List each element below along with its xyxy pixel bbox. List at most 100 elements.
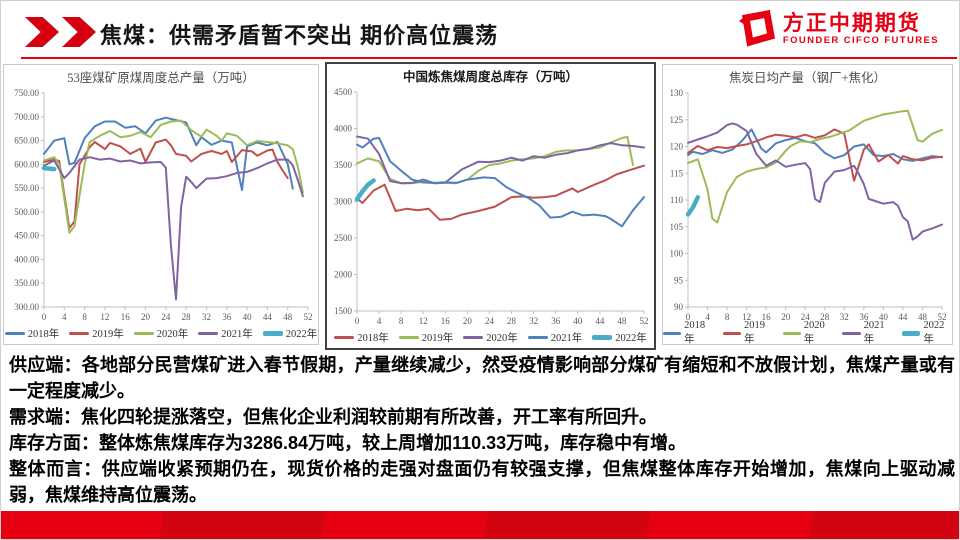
- series-line-2019年: [356, 135, 634, 185]
- series-line-2022年: [354, 178, 376, 202]
- page-title: 焦煤：供需矛盾暂不突出 期价高位震荡: [100, 23, 499, 48]
- x-tick-label: 8: [399, 316, 404, 326]
- x-tick-label: 48: [283, 312, 293, 322]
- founder-logo-icon: [738, 9, 775, 47]
- x-tick-label: 32: [202, 312, 211, 322]
- series-line-2021年: [356, 137, 645, 228]
- y-tick-label: 115: [670, 168, 684, 178]
- legend-label: 2020年: [486, 332, 518, 344]
- x-tick-label: 36: [222, 312, 232, 322]
- x-tick-label: 16: [762, 312, 772, 322]
- y-tick-label: 2500: [334, 233, 353, 243]
- x-tick-label: 12: [742, 312, 751, 322]
- legend-swatch-2021年: [527, 335, 548, 339]
- legend-label: 2019年: [421, 332, 454, 344]
- chart-panel-raw-coal-weekly-production: 53座煤矿原煤周度总产量（万吨） 750.00 700.00 650.00 600.00…: [3, 64, 319, 345]
- x-tick-label: 36: [551, 316, 561, 326]
- y-tick-label: 2000: [334, 270, 353, 280]
- y-tick-label: 750.00: [14, 88, 39, 98]
- legend-item: 2018年: [4, 326, 59, 341]
- x-tick-label: 8: [725, 312, 730, 322]
- header-divider: [21, 57, 957, 59]
- header: 焦煤：供需矛盾暂不突出 期价高位震荡 方正中期期货 FOUNDER CIFCO …: [1, 1, 959, 59]
- chart-panel-coke-daily-output: 焦炭日均产量（钢厂+焦化） 130 125 120 115 110 105 100 95 90 0 4…: [662, 64, 953, 345]
- legend-swatch-2019年: [398, 335, 419, 339]
- x-tick-label: 12: [100, 312, 109, 322]
- x-tick-label: 52: [640, 316, 649, 326]
- legend-swatch-2020年: [782, 331, 801, 335]
- legend-item: 2021年: [842, 320, 892, 346]
- x-tick-label: 4: [377, 316, 382, 326]
- y-tick-label: 125: [670, 115, 684, 125]
- y-tick-label: 550.00: [14, 183, 39, 193]
- chart-legend: 2018年 2019年 2020年 2021年 2022年: [327, 328, 654, 346]
- x-tick-label: 16: [121, 312, 131, 322]
- legend-swatch-2019年: [69, 331, 90, 335]
- chart-legend: 2018年 2019年 2020年 2021年 2022年: [4, 324, 318, 342]
- company-logo: 方正中期期货 FOUNDER CIFCO FUTURES: [735, 9, 939, 49]
- y-tick-label: 350.00: [14, 278, 39, 288]
- y-tick-label: 400.00: [14, 254, 39, 264]
- y-tick-label: 4500: [334, 87, 353, 97]
- paragraph-inventory: 库存方面：整体炼焦煤库存为3286.84万吨，较上周增加110.33万吨，库存稳…: [9, 433, 687, 454]
- x-tick-label: 52: [938, 312, 947, 322]
- chart-plot-area: 750.00 700.00 650.00 600.00 550.00 500.00 450.…: [14, 88, 313, 322]
- legend-item: 2021年: [198, 326, 253, 341]
- x-tick-label: 0: [686, 312, 691, 322]
- legend-swatch-2022年: [262, 330, 283, 336]
- analysis-text: 供应端：各地部分民营煤矿进入春节假期，产量继续减少，然受疫情影响部分煤矿有缩短和…: [9, 352, 955, 509]
- legend-item: 2022年: [262, 326, 318, 341]
- series-line-2022年: [685, 195, 701, 217]
- series-line-2020年: [687, 109, 943, 224]
- chart-panel-coking-coal-total-inventory: 中国炼焦煤周度总库存（万吨） 4500 4000 3500 3000 2500 2000 15…: [325, 62, 656, 350]
- legend-item: 2021年: [527, 330, 582, 345]
- y-tick-label: 90: [674, 302, 684, 312]
- legend-swatch-2020年: [463, 335, 484, 339]
- y-tick-label: 1500: [334, 306, 353, 316]
- chart-title: 53座煤矿原煤周度总产量（万吨）: [67, 71, 255, 85]
- y-tick-label: 3500: [334, 160, 353, 170]
- series-line-2020年: [356, 135, 645, 185]
- legend-swatch-2018年: [4, 331, 25, 335]
- series-line-2019年: [687, 128, 943, 182]
- x-tick-label: 24: [485, 316, 495, 326]
- legend-swatch-2021年: [198, 331, 219, 335]
- series-line-2018年: [356, 164, 645, 221]
- legend-label: 2022年: [615, 332, 647, 344]
- chevron-icon: [62, 17, 96, 47]
- x-tick-label: 32: [840, 312, 849, 322]
- x-tick-label: 36: [859, 312, 869, 322]
- x-tick-label: 44: [595, 316, 605, 326]
- y-tick-label: 130: [670, 88, 684, 98]
- series-line-2022年: [41, 165, 57, 172]
- legend-swatch-2022年: [592, 334, 613, 340]
- y-tick-label: 3000: [334, 197, 353, 207]
- legend-item: 2019年: [722, 320, 773, 346]
- x-tick-label: 52: [304, 312, 313, 322]
- legend-label: 2022年: [285, 328, 318, 340]
- legend-label: 2021年: [863, 320, 885, 345]
- x-tick-label: 20: [141, 312, 151, 322]
- legend-item: 2019年: [69, 326, 124, 341]
- legend-item: 2022年: [592, 330, 647, 345]
- legend-label: 2019年: [92, 328, 124, 340]
- series-line-2018年: [43, 116, 294, 191]
- legend-swatch-2021年: [842, 331, 861, 335]
- legend-label: 2020年: [156, 328, 189, 340]
- x-tick-label: 4: [62, 312, 67, 322]
- legend-item: 2020年: [463, 330, 518, 345]
- legend-item: 2018年: [663, 320, 713, 346]
- x-tick-label: 20: [781, 312, 791, 322]
- y-tick-label: 100: [670, 249, 684, 259]
- chart-legend: 2018年 2019年 2020年 2021年 2022年: [663, 320, 952, 345]
- paragraph-overall: 整体而言：供应端收紧预期仍在，现货价格的走强对盘面仍有较强支撑，但焦煤整体库存开…: [9, 459, 955, 506]
- x-tick-label: 40: [573, 316, 583, 326]
- chart-title: 中国炼焦煤周度总库存（万吨）: [402, 70, 578, 84]
- x-tick-label: 16: [441, 316, 451, 326]
- y-tick-label: 650.00: [14, 136, 39, 146]
- legend-swatch-2018年: [663, 331, 682, 335]
- legend-label: 2018年: [684, 320, 706, 345]
